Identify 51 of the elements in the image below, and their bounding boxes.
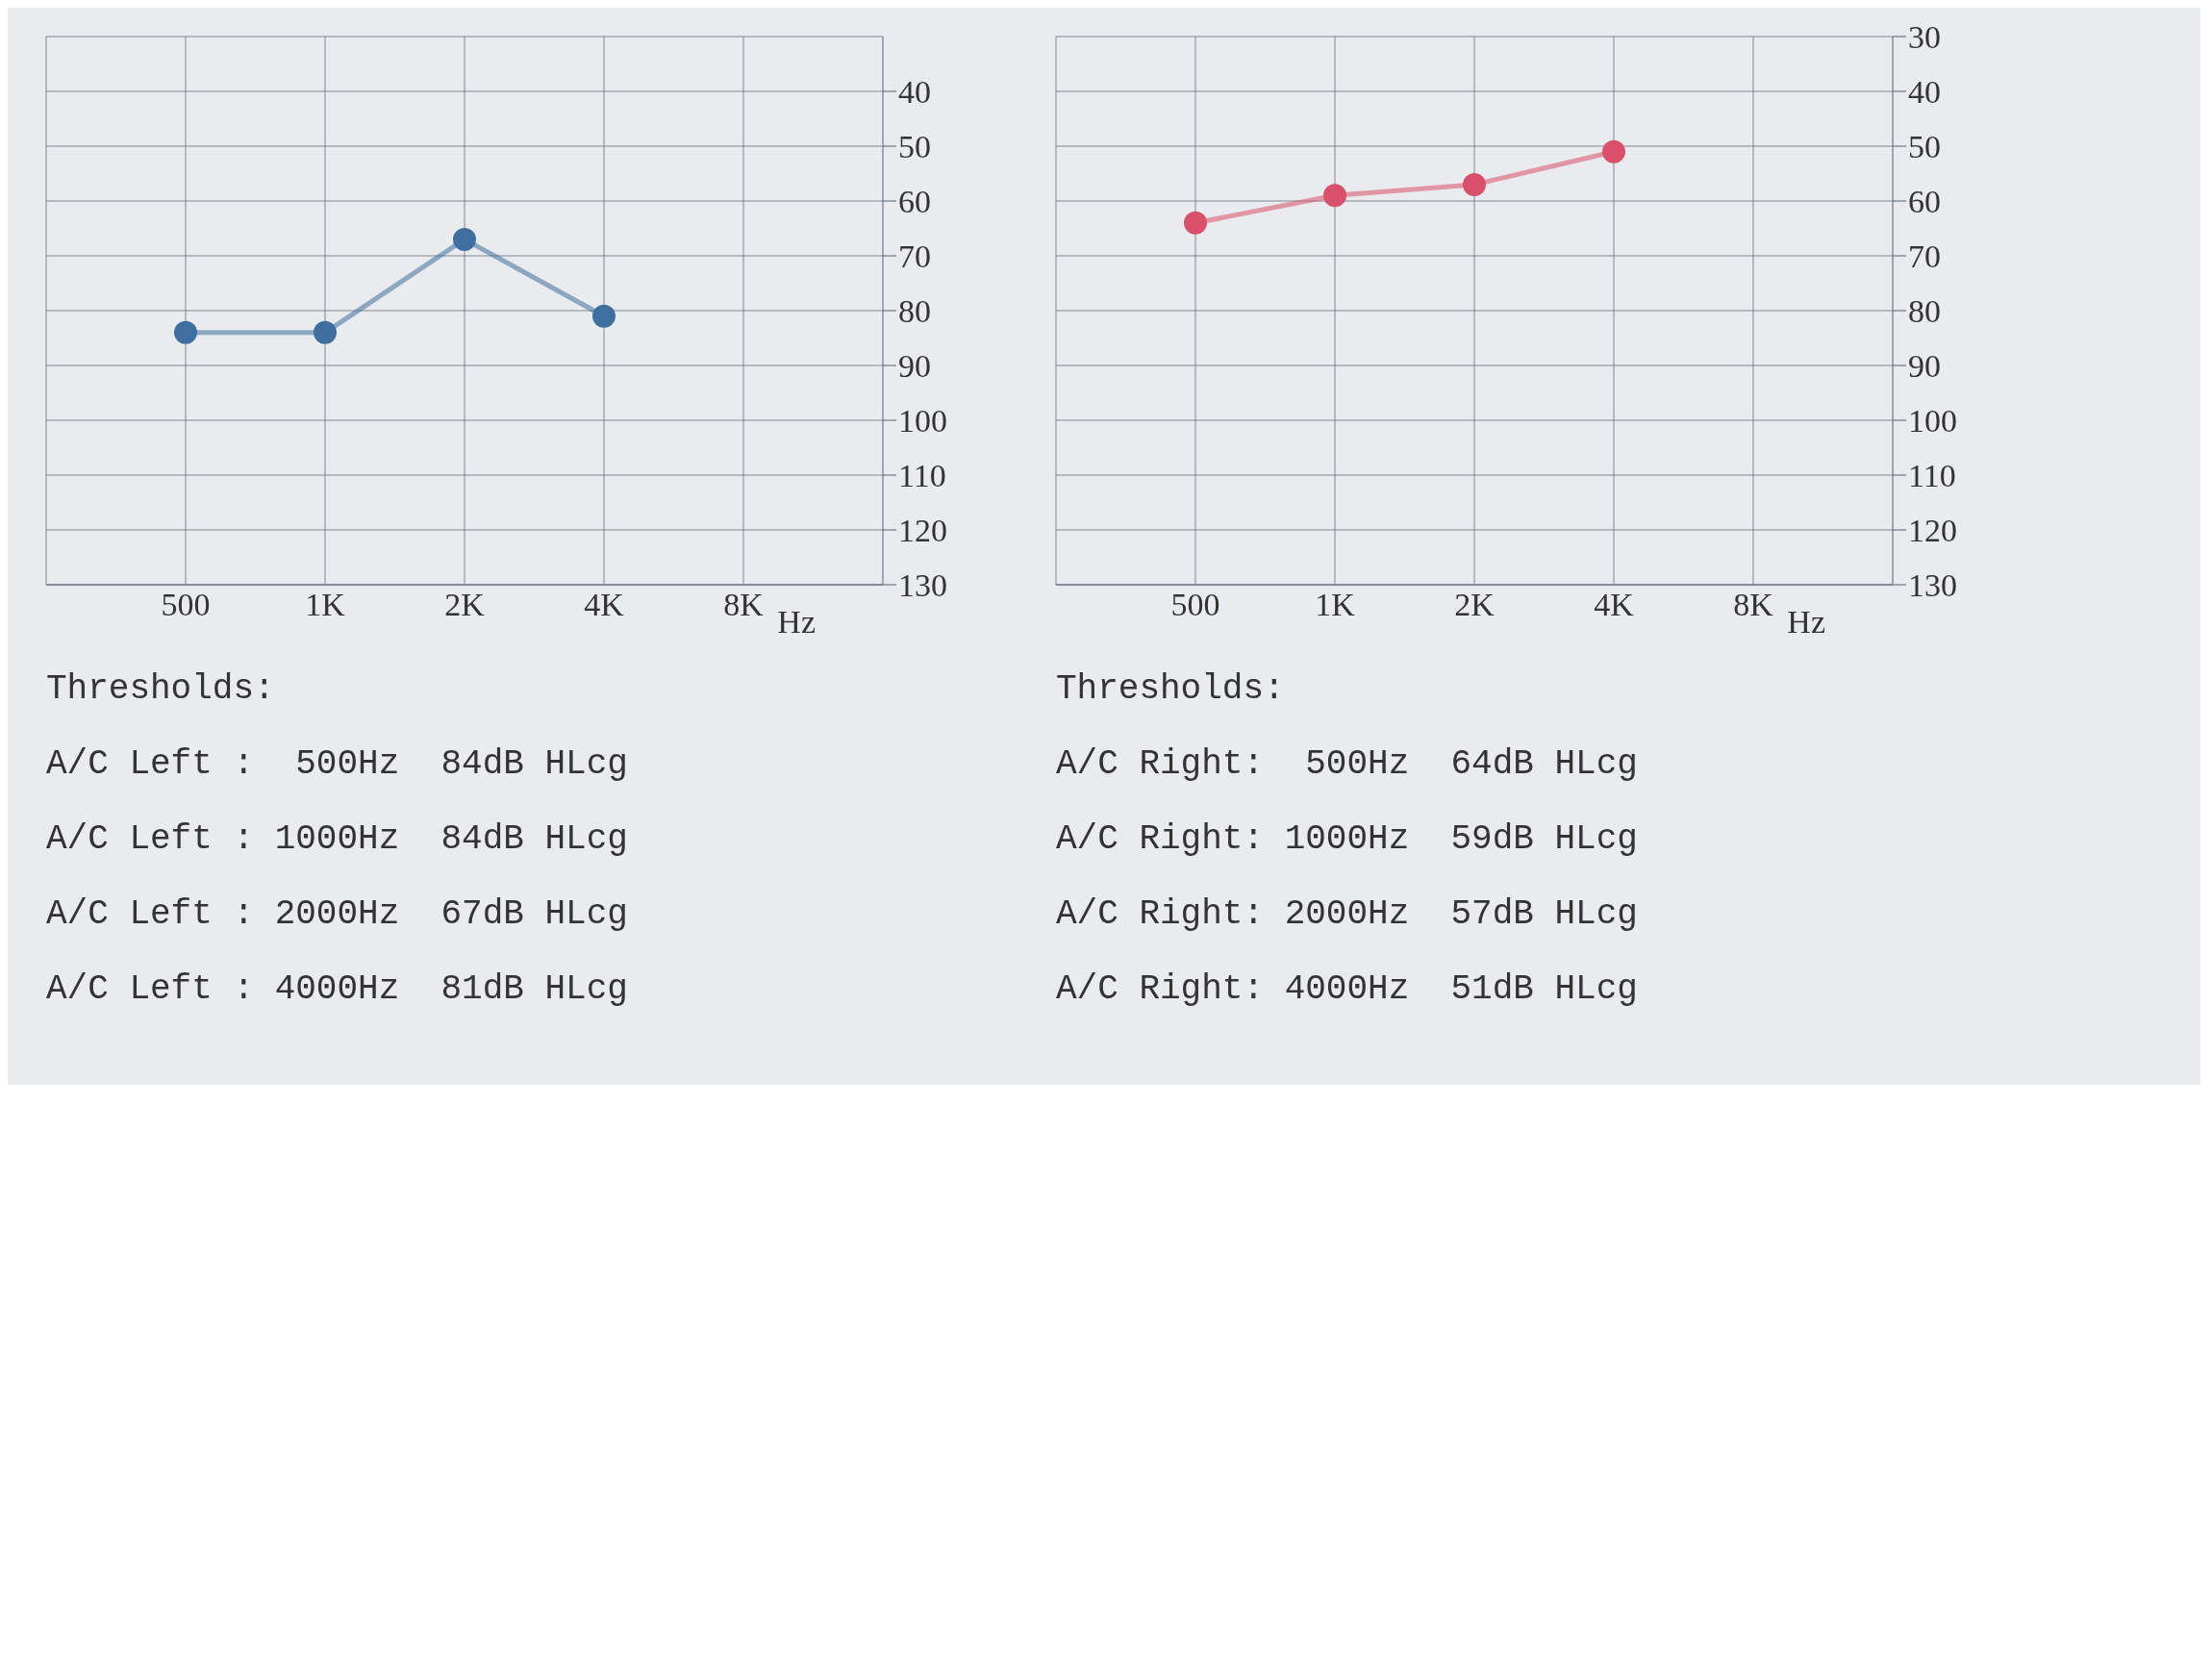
y-tick-label: 120	[898, 513, 947, 549]
text: A/C Left : 4000Hz 81dB HLcg	[46, 968, 629, 1011]
x-tick-label: 8K	[1733, 587, 1774, 623]
y-tick-label: 110	[1908, 458, 1956, 494]
y-tick-label: 80	[898, 293, 931, 330]
x-tick-label: 500	[161, 587, 211, 623]
y-tick-label: 90	[898, 348, 931, 385]
y-tick-label: 70	[898, 239, 931, 275]
y-tick-label: 120	[1908, 513, 1957, 549]
y-tick-label: 130	[898, 567, 947, 604]
x-tick-label: 500	[1170, 587, 1220, 623]
y-tick-label: 40	[1908, 74, 1941, 111]
text: A/C Right: 4000Hz 51dB HLcg	[1056, 968, 1639, 1011]
y-tick-label: 80	[1908, 293, 1941, 330]
x-axis-title: Hz	[1787, 604, 1825, 640]
y-tick-label: 100	[898, 403, 947, 440]
y-tick-label: 130	[1908, 567, 1957, 604]
point	[314, 320, 337, 344]
text: A/C Right: 2000Hz 57dB HLcg	[1056, 893, 1639, 936]
y-tick-label: 70	[1908, 239, 1941, 275]
x-tick-label: 8K	[723, 587, 765, 623]
x-tick-label: 4K	[1594, 587, 1635, 623]
text: Thresholds:	[1056, 668, 1286, 711]
point	[453, 227, 476, 251]
y-tick-label: 60	[898, 184, 931, 220]
y-tick-label: 40	[898, 74, 931, 111]
y-tick-label: 30	[1908, 19, 1941, 56]
point	[174, 320, 197, 344]
y-tick-label: 110	[898, 458, 946, 494]
y-tick-label: 50	[898, 129, 931, 165]
y-tick-label: 60	[1908, 184, 1941, 220]
x-axis-title: Hz	[777, 604, 816, 640]
text: A/C Right: 1000Hz 59dB HLcg	[1056, 818, 1639, 861]
text: A/C Left : 500Hz 84dB HLcg	[46, 743, 629, 786]
point	[592, 304, 616, 328]
x-tick-label: 1K	[1315, 587, 1356, 623]
y-tick-label: 90	[1908, 348, 1941, 385]
y-tick-label: 100	[1908, 403, 1957, 440]
point	[1602, 139, 1625, 163]
x-tick-label: 4K	[584, 587, 625, 623]
text: A/C Left : 1000Hz 84dB HLcg	[46, 818, 629, 861]
text: Thresholds:	[46, 668, 276, 711]
x-tick-label: 2K	[1454, 587, 1496, 623]
x-tick-label: 2K	[444, 587, 486, 623]
text: A/C Left : 2000Hz 67dB HLcg	[46, 893, 629, 936]
point	[1184, 211, 1207, 235]
point	[1463, 172, 1486, 196]
x-tick-label: 1K	[305, 587, 346, 623]
point	[1323, 184, 1346, 208]
y-tick-label: 50	[1908, 129, 1941, 165]
text: A/C Right: 500Hz 64dB HLcg	[1056, 743, 1639, 786]
